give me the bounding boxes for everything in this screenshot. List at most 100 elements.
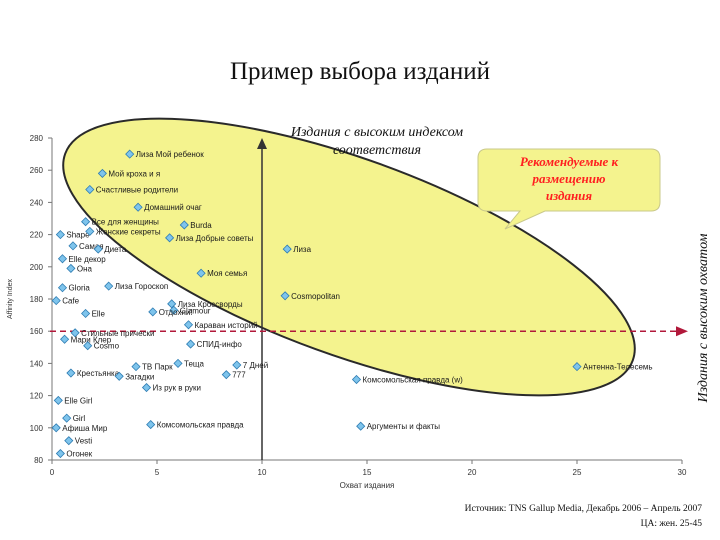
data-point-marker (83, 341, 93, 351)
horizontal-arrow-head (676, 326, 688, 337)
data-point-label: Диета (104, 245, 127, 254)
data-point-label: Теща (184, 359, 204, 368)
data-point-marker (221, 370, 231, 380)
data-point-label: TB Парк (142, 363, 173, 372)
data-point-marker (62, 413, 72, 423)
data-point-label: Burda (190, 221, 212, 230)
data-points: Лиза Мой ребенок Мой кроха и я Счастливые … (51, 149, 653, 459)
data-point-marker (60, 334, 70, 344)
callout-bubble (477, 148, 661, 230)
data-point-label: Лиза Кроссворды (178, 300, 243, 309)
data-point-label: Домашний очаг (144, 203, 202, 212)
data-point-label: 7 Дней (243, 361, 268, 370)
data-point-label: Лиза Мой ребенок (136, 150, 205, 159)
data-point-label: Отдохни! (159, 308, 193, 317)
callout-line2: размещению (532, 171, 606, 186)
callout-line1: Рекомендуемые к (520, 154, 619, 169)
data-point-label: Моя семья (207, 269, 247, 278)
data-point-label: Elle декор (69, 255, 107, 264)
recommended-callout: Рекомендуемые к размещению издания (477, 148, 661, 230)
data-point-marker (81, 217, 91, 227)
data-point-marker (179, 220, 189, 230)
data-point-label: Аргументы и факты (367, 422, 441, 431)
data-point-marker (104, 281, 114, 291)
data-point-marker (183, 320, 194, 330)
data-point-marker (146, 420, 156, 430)
data-point-label: Афиша Мир (62, 424, 108, 433)
data-point-marker (97, 168, 107, 178)
data-point-marker (356, 421, 366, 431)
data-point-marker (57, 254, 68, 264)
callout-line3: издания (546, 188, 593, 203)
data-point-marker (173, 358, 183, 368)
data-point-marker (53, 395, 63, 405)
y-tick-label: 180 (30, 295, 44, 304)
data-point-label: Счастливые родители (96, 186, 178, 195)
data-point-marker (93, 244, 103, 254)
data-point-marker (232, 360, 242, 370)
ellipse-label-line1: Издания с высоким индексом (290, 125, 463, 140)
data-point-marker (70, 328, 80, 338)
data-point-label: Лиза Гороскоп (115, 282, 169, 291)
y-tick-label: 260 (30, 166, 44, 175)
data-point-marker (125, 149, 135, 159)
y-tick-label: 240 (30, 198, 44, 207)
data-point-marker (66, 263, 76, 273)
data-point-marker (186, 339, 196, 349)
data-point-marker (114, 371, 124, 381)
data-point-marker (85, 226, 95, 236)
data-point-label: Комсомольская правда (w) (363, 376, 464, 385)
data-point-label: Gloria (69, 284, 91, 293)
data-point-label: Elle Girl (64, 396, 92, 405)
data-point-label: Антенна-Телесемь (583, 363, 653, 372)
x-tick-label: 30 (678, 468, 687, 477)
data-point-marker (55, 230, 65, 240)
data-point-label: Girl (73, 414, 86, 423)
data-point-label: Самая (79, 242, 104, 251)
data-point-marker (68, 241, 78, 251)
data-point-label: Крестьянка (77, 369, 120, 378)
data-point-marker (351, 374, 362, 385)
y-tick-label: 200 (30, 263, 44, 272)
data-point-marker (57, 283, 68, 293)
x-tick-label: 20 (468, 468, 477, 477)
data-point-label: Vesti (75, 437, 93, 446)
y-tick-label: 120 (30, 392, 44, 401)
data-point-label: Комсомольская правда (157, 421, 244, 430)
data-point-marker (81, 308, 91, 319)
y-tick-label: 100 (30, 424, 44, 433)
data-point-marker (169, 305, 179, 315)
data-point-label: Мой кроха и я (108, 169, 160, 178)
data-point-label: Огонек (66, 450, 92, 459)
slide-title: Пример выбора изданий (229, 58, 491, 85)
data-point-label: Cosmopolitan (291, 292, 340, 301)
x-tick-label: 5 (155, 468, 160, 477)
target-audience-note: ЦА: жен. 25-45 (640, 519, 702, 529)
x-tick-label: 10 (258, 468, 267, 477)
y-tick-label: 80 (34, 456, 43, 465)
data-point-marker (66, 368, 76, 378)
data-point-label: Cafe (62, 297, 79, 306)
data-point-label: СПИД-инфо (197, 340, 243, 349)
data-point-label: Загадки (125, 372, 154, 381)
data-point-label: Cosmo (94, 342, 120, 351)
data-point-marker (165, 233, 175, 243)
data-point-label: Женские секреты (96, 227, 161, 236)
x-tick-label: 25 (573, 468, 582, 477)
y-tick-label: 220 (30, 231, 44, 240)
y-tick-label: 160 (30, 327, 44, 336)
ellipse-label-line2: соответствия (333, 143, 421, 158)
data-point-marker (572, 362, 582, 372)
data-point-marker (280, 291, 290, 301)
axes: 0 5 10 15 20 25 30 80 100 120 140 160 180 200 220 240 26… (30, 134, 687, 477)
x-axis-label: Охват издания (340, 481, 395, 490)
data-point-marker (133, 202, 143, 212)
data-point-label: 777 (232, 371, 246, 380)
high-reach-label: Издания с высоким охватом (696, 233, 711, 403)
data-point-marker (55, 448, 65, 459)
data-point-marker (85, 184, 95, 195)
data-point-label: Из рук в руки (153, 384, 202, 393)
data-point-label: Караван историй (195, 321, 258, 330)
data-point-label: Elle (92, 309, 106, 318)
